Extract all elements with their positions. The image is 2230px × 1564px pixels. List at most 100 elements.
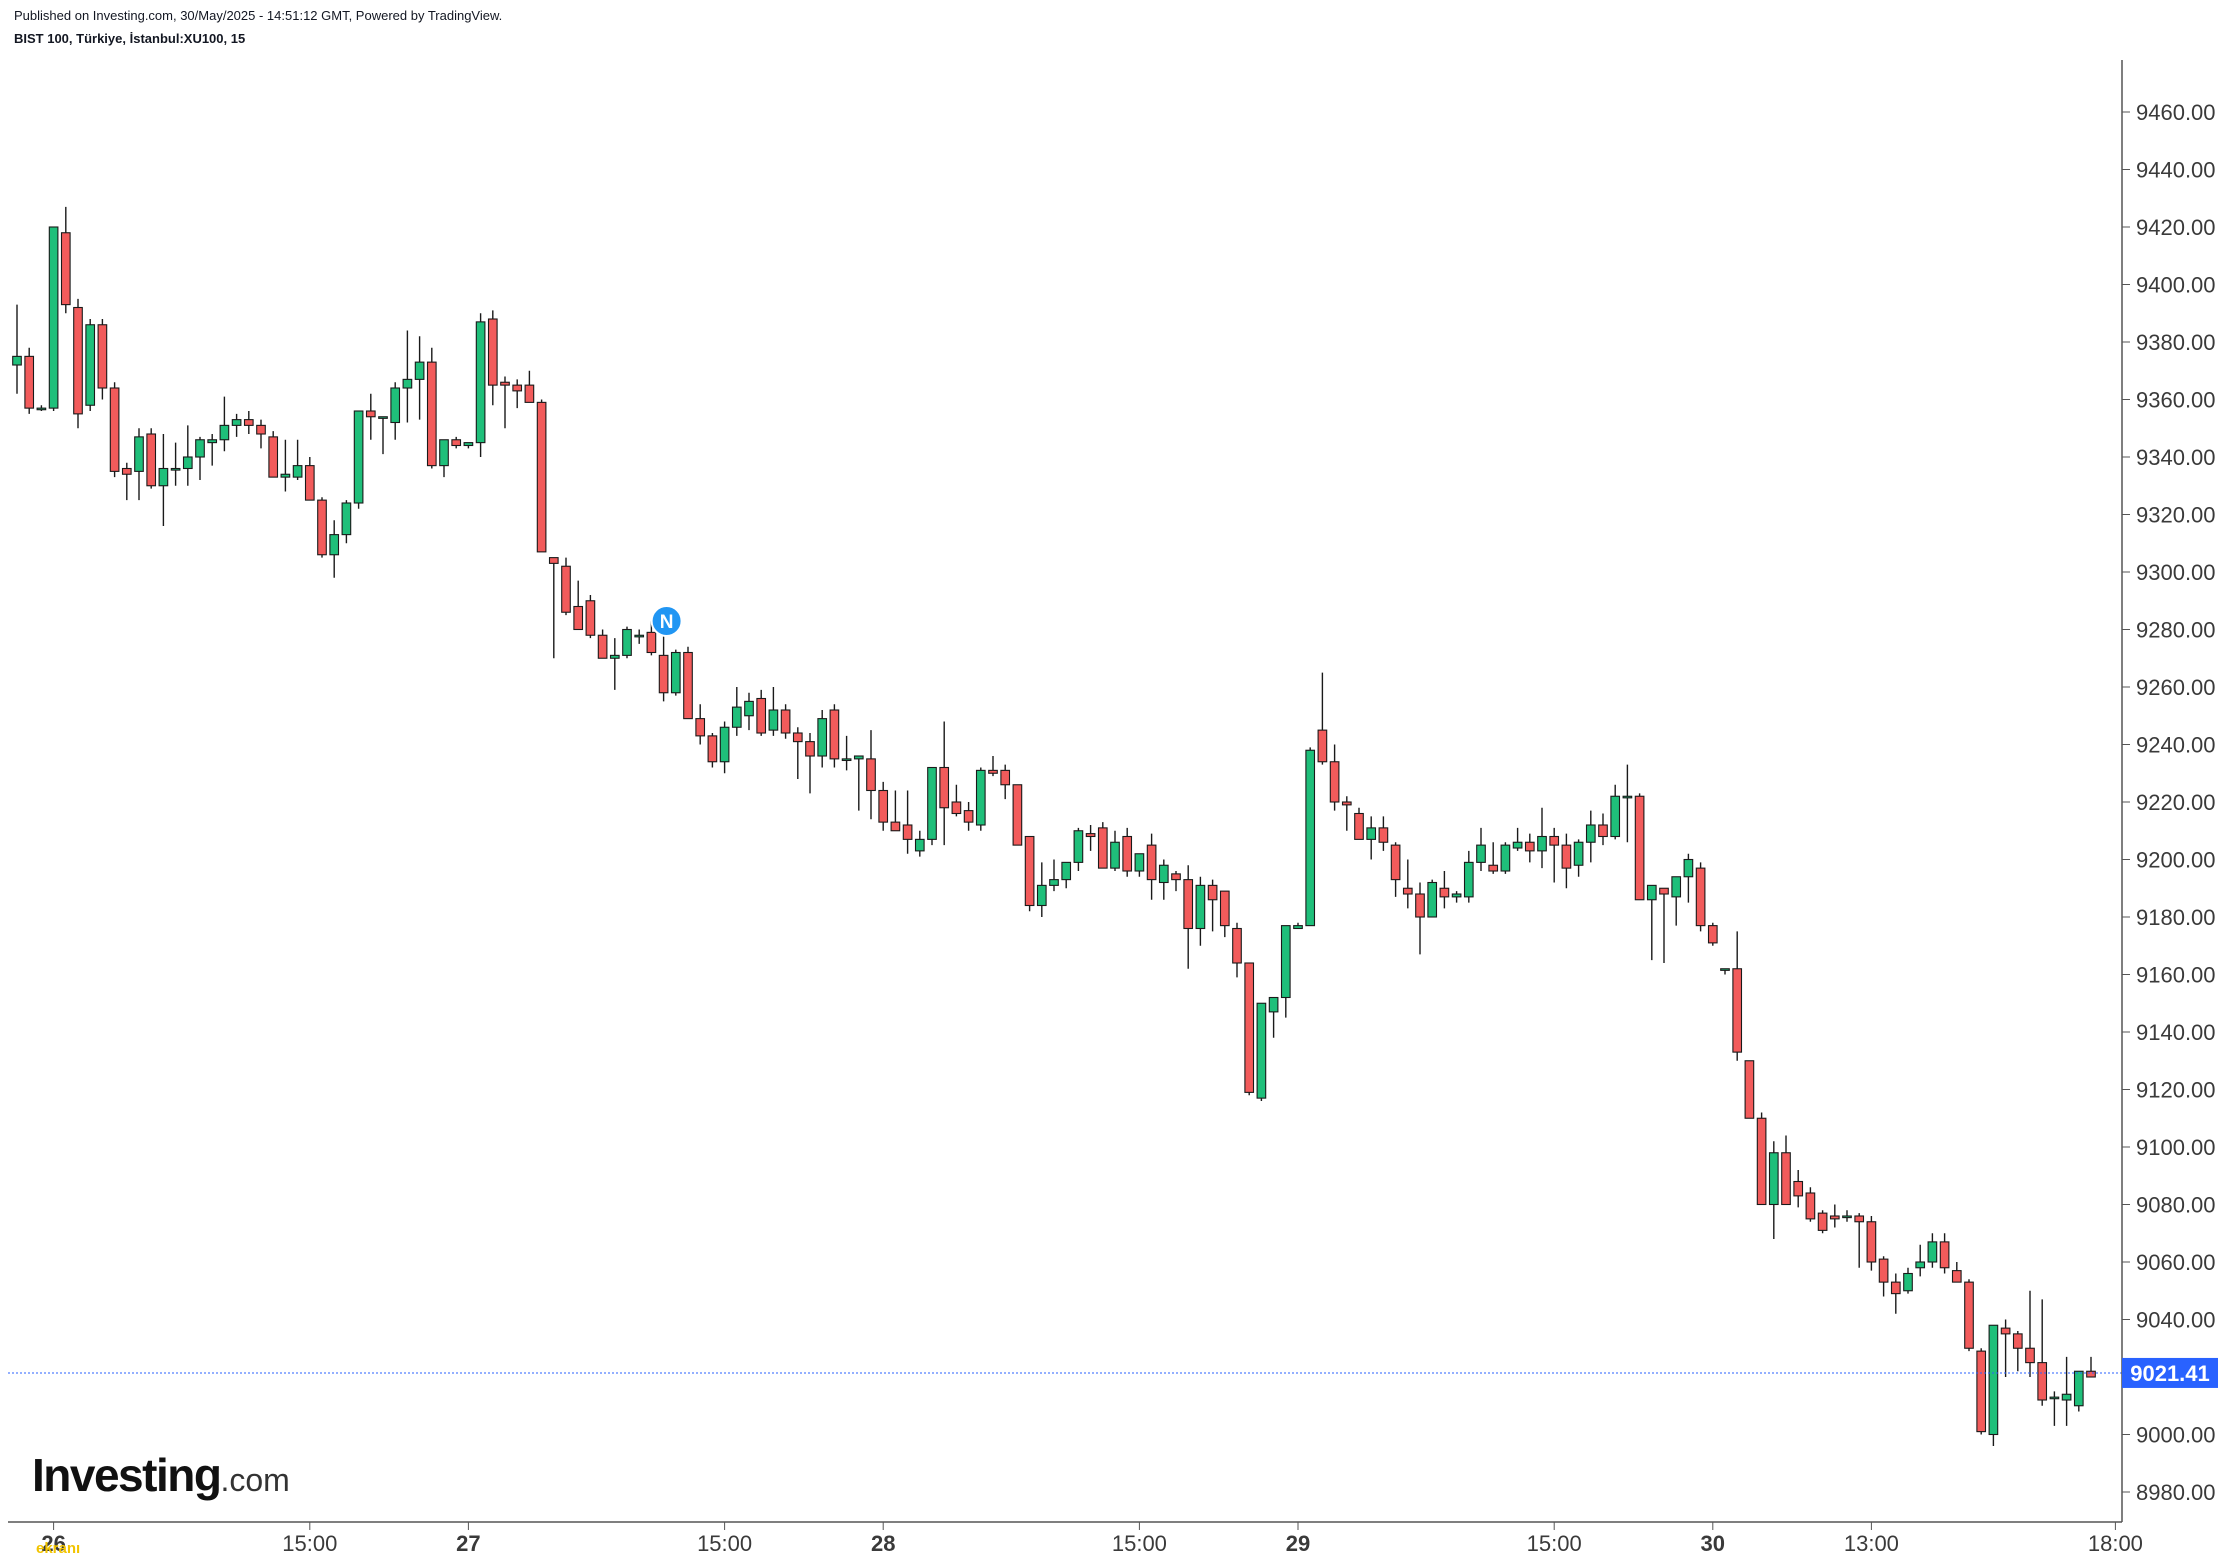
candle-down[interactable] <box>317 497 327 558</box>
candle-up[interactable] <box>1573 839 1584 877</box>
candle-up[interactable] <box>1610 784 1621 840</box>
candle-down[interactable] <box>890 790 901 832</box>
candle-down[interactable] <box>1232 922 1242 978</box>
candle-down[interactable] <box>304 457 315 501</box>
candle-up[interactable] <box>1305 747 1316 927</box>
candle-down[interactable] <box>1354 807 1364 840</box>
candle-down[interactable] <box>2012 1331 2023 1372</box>
candle-down[interactable] <box>695 704 706 745</box>
candle-up[interactable] <box>1720 968 1730 975</box>
candle-down[interactable] <box>1817 1210 1828 1234</box>
candle-up[interactable] <box>134 428 144 501</box>
candle-down[interactable] <box>2000 1319 2011 1378</box>
candle-down[interactable] <box>1329 744 1340 811</box>
candle-up[interactable] <box>1512 827 1523 851</box>
candle-up[interactable] <box>1036 862 1047 917</box>
candle-down[interactable] <box>487 310 498 406</box>
candle-down[interactable] <box>1793 1170 1804 1208</box>
candle-up[interactable] <box>817 710 828 768</box>
candle-up[interactable] <box>1585 810 1596 863</box>
candle-up[interactable] <box>1683 853 1694 903</box>
candle-down[interactable] <box>1964 1279 1974 1352</box>
candle-down[interactable] <box>1939 1233 1950 1274</box>
candle-down[interactable] <box>1171 871 1181 892</box>
candle-down[interactable] <box>548 557 559 659</box>
candle-up[interactable] <box>414 336 425 420</box>
candle-down[interactable] <box>902 790 913 854</box>
candle-down[interactable] <box>268 431 279 478</box>
candle-down[interactable] <box>658 635 669 702</box>
candle-down[interactable] <box>1866 1216 1877 1271</box>
candle-up[interactable] <box>280 439 291 492</box>
price-axis[interactable]: 9460.00 9440.00 9420.00 9400.00 9380.00 9360.… <box>2121 60 2218 1522</box>
candle-down[interactable] <box>121 462 132 501</box>
candle-down[interactable] <box>1951 1262 1962 1283</box>
candle-down[interactable] <box>1561 833 1572 889</box>
candle-down[interactable] <box>2037 1299 2048 1406</box>
candle-up[interactable] <box>390 382 401 440</box>
candle-down[interactable] <box>1744 1060 1755 1119</box>
candle-down[interactable] <box>536 399 547 553</box>
candle-up[interactable] <box>341 500 352 544</box>
candle-up[interactable] <box>1427 879 1438 918</box>
candle-down[interactable] <box>1000 764 1011 800</box>
candle-up[interactable] <box>1195 876 1206 946</box>
candle-up[interactable] <box>1366 816 1377 860</box>
candle-down[interactable] <box>2086 1356 2096 1378</box>
candle-up[interactable] <box>768 687 779 736</box>
candle-down[interactable] <box>683 646 693 720</box>
candle-down[interactable] <box>500 376 510 429</box>
candle-down[interactable] <box>73 298 83 429</box>
candle-up[interactable] <box>1988 1324 1999 1446</box>
candle-up[interactable] <box>1256 1002 1267 1101</box>
candle-up[interactable] <box>1268 996 1279 1038</box>
candle-down[interactable] <box>1219 890 1230 938</box>
candle-up[interactable] <box>914 830 925 857</box>
candle-down[interactable] <box>878 781 889 831</box>
candle-down[interactable] <box>988 756 998 777</box>
candle-down[interactable] <box>573 580 584 631</box>
candle-down[interactable] <box>451 436 462 449</box>
candle-down[interactable] <box>646 620 657 656</box>
candle-up[interactable] <box>219 396 230 452</box>
candle-up[interactable] <box>36 405 47 411</box>
candle-down[interactable] <box>780 704 791 739</box>
candle-up[interactable] <box>975 767 986 831</box>
candle-down[interactable] <box>1549 827 1560 883</box>
candle-down[interactable] <box>1805 1187 1816 1222</box>
candle-down[interactable] <box>1378 816 1389 851</box>
candle-down[interactable] <box>1732 931 1743 1061</box>
candle-up[interactable] <box>195 436 205 480</box>
candle-down[interactable] <box>1183 865 1194 969</box>
candle-up[interactable] <box>1500 842 1511 874</box>
candle-down[interactable] <box>707 733 718 768</box>
candle-up[interactable] <box>1927 1233 1938 1268</box>
candle-up[interactable] <box>1061 861 1072 889</box>
candle-down[interactable] <box>829 704 840 768</box>
candle-down[interactable] <box>1341 796 1352 831</box>
candle-down[interactable] <box>597 629 608 659</box>
candle-up[interactable] <box>1671 876 1682 926</box>
candle-up[interactable] <box>182 425 193 486</box>
candle-up[interactable] <box>2049 1391 2060 1426</box>
candle-down[interactable] <box>939 721 950 846</box>
candle-down[interactable] <box>805 733 815 794</box>
candle-up[interactable] <box>1134 853 1145 877</box>
candle-up[interactable] <box>463 442 474 449</box>
candle-up[interactable] <box>1280 925 1291 1018</box>
candle-up[interactable] <box>329 520 340 578</box>
candle-up[interactable] <box>1537 807 1547 869</box>
candle-down[interactable] <box>1207 879 1218 932</box>
candle-up[interactable] <box>670 649 681 696</box>
candle-down[interactable] <box>512 379 523 409</box>
candle-down[interactable] <box>60 206 71 314</box>
candle-down[interactable] <box>1854 1213 1865 1268</box>
candle-up[interactable] <box>378 416 388 455</box>
candle-down[interactable] <box>1524 833 1535 863</box>
candle-down[interactable] <box>524 370 535 403</box>
candle-up[interactable] <box>1622 764 1633 843</box>
candle-up[interactable] <box>853 755 864 811</box>
candle-up[interactable] <box>841 735 852 771</box>
candle-down[interactable] <box>561 557 571 616</box>
candle-up[interactable] <box>2073 1370 2084 1412</box>
